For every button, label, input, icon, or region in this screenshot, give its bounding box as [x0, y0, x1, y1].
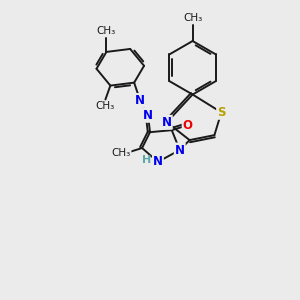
Text: N: N — [175, 143, 185, 157]
Text: O: O — [183, 119, 193, 132]
Text: CH₃: CH₃ — [96, 101, 115, 111]
Text: N: N — [153, 155, 163, 168]
Text: CH₃: CH₃ — [183, 13, 202, 23]
Text: H: H — [142, 155, 152, 165]
Text: CH₃: CH₃ — [97, 26, 116, 36]
Text: N: N — [162, 116, 172, 129]
Text: CH₃: CH₃ — [112, 148, 131, 158]
Text: S: S — [217, 106, 226, 119]
Text: N: N — [135, 94, 145, 107]
Text: N: N — [143, 109, 153, 122]
